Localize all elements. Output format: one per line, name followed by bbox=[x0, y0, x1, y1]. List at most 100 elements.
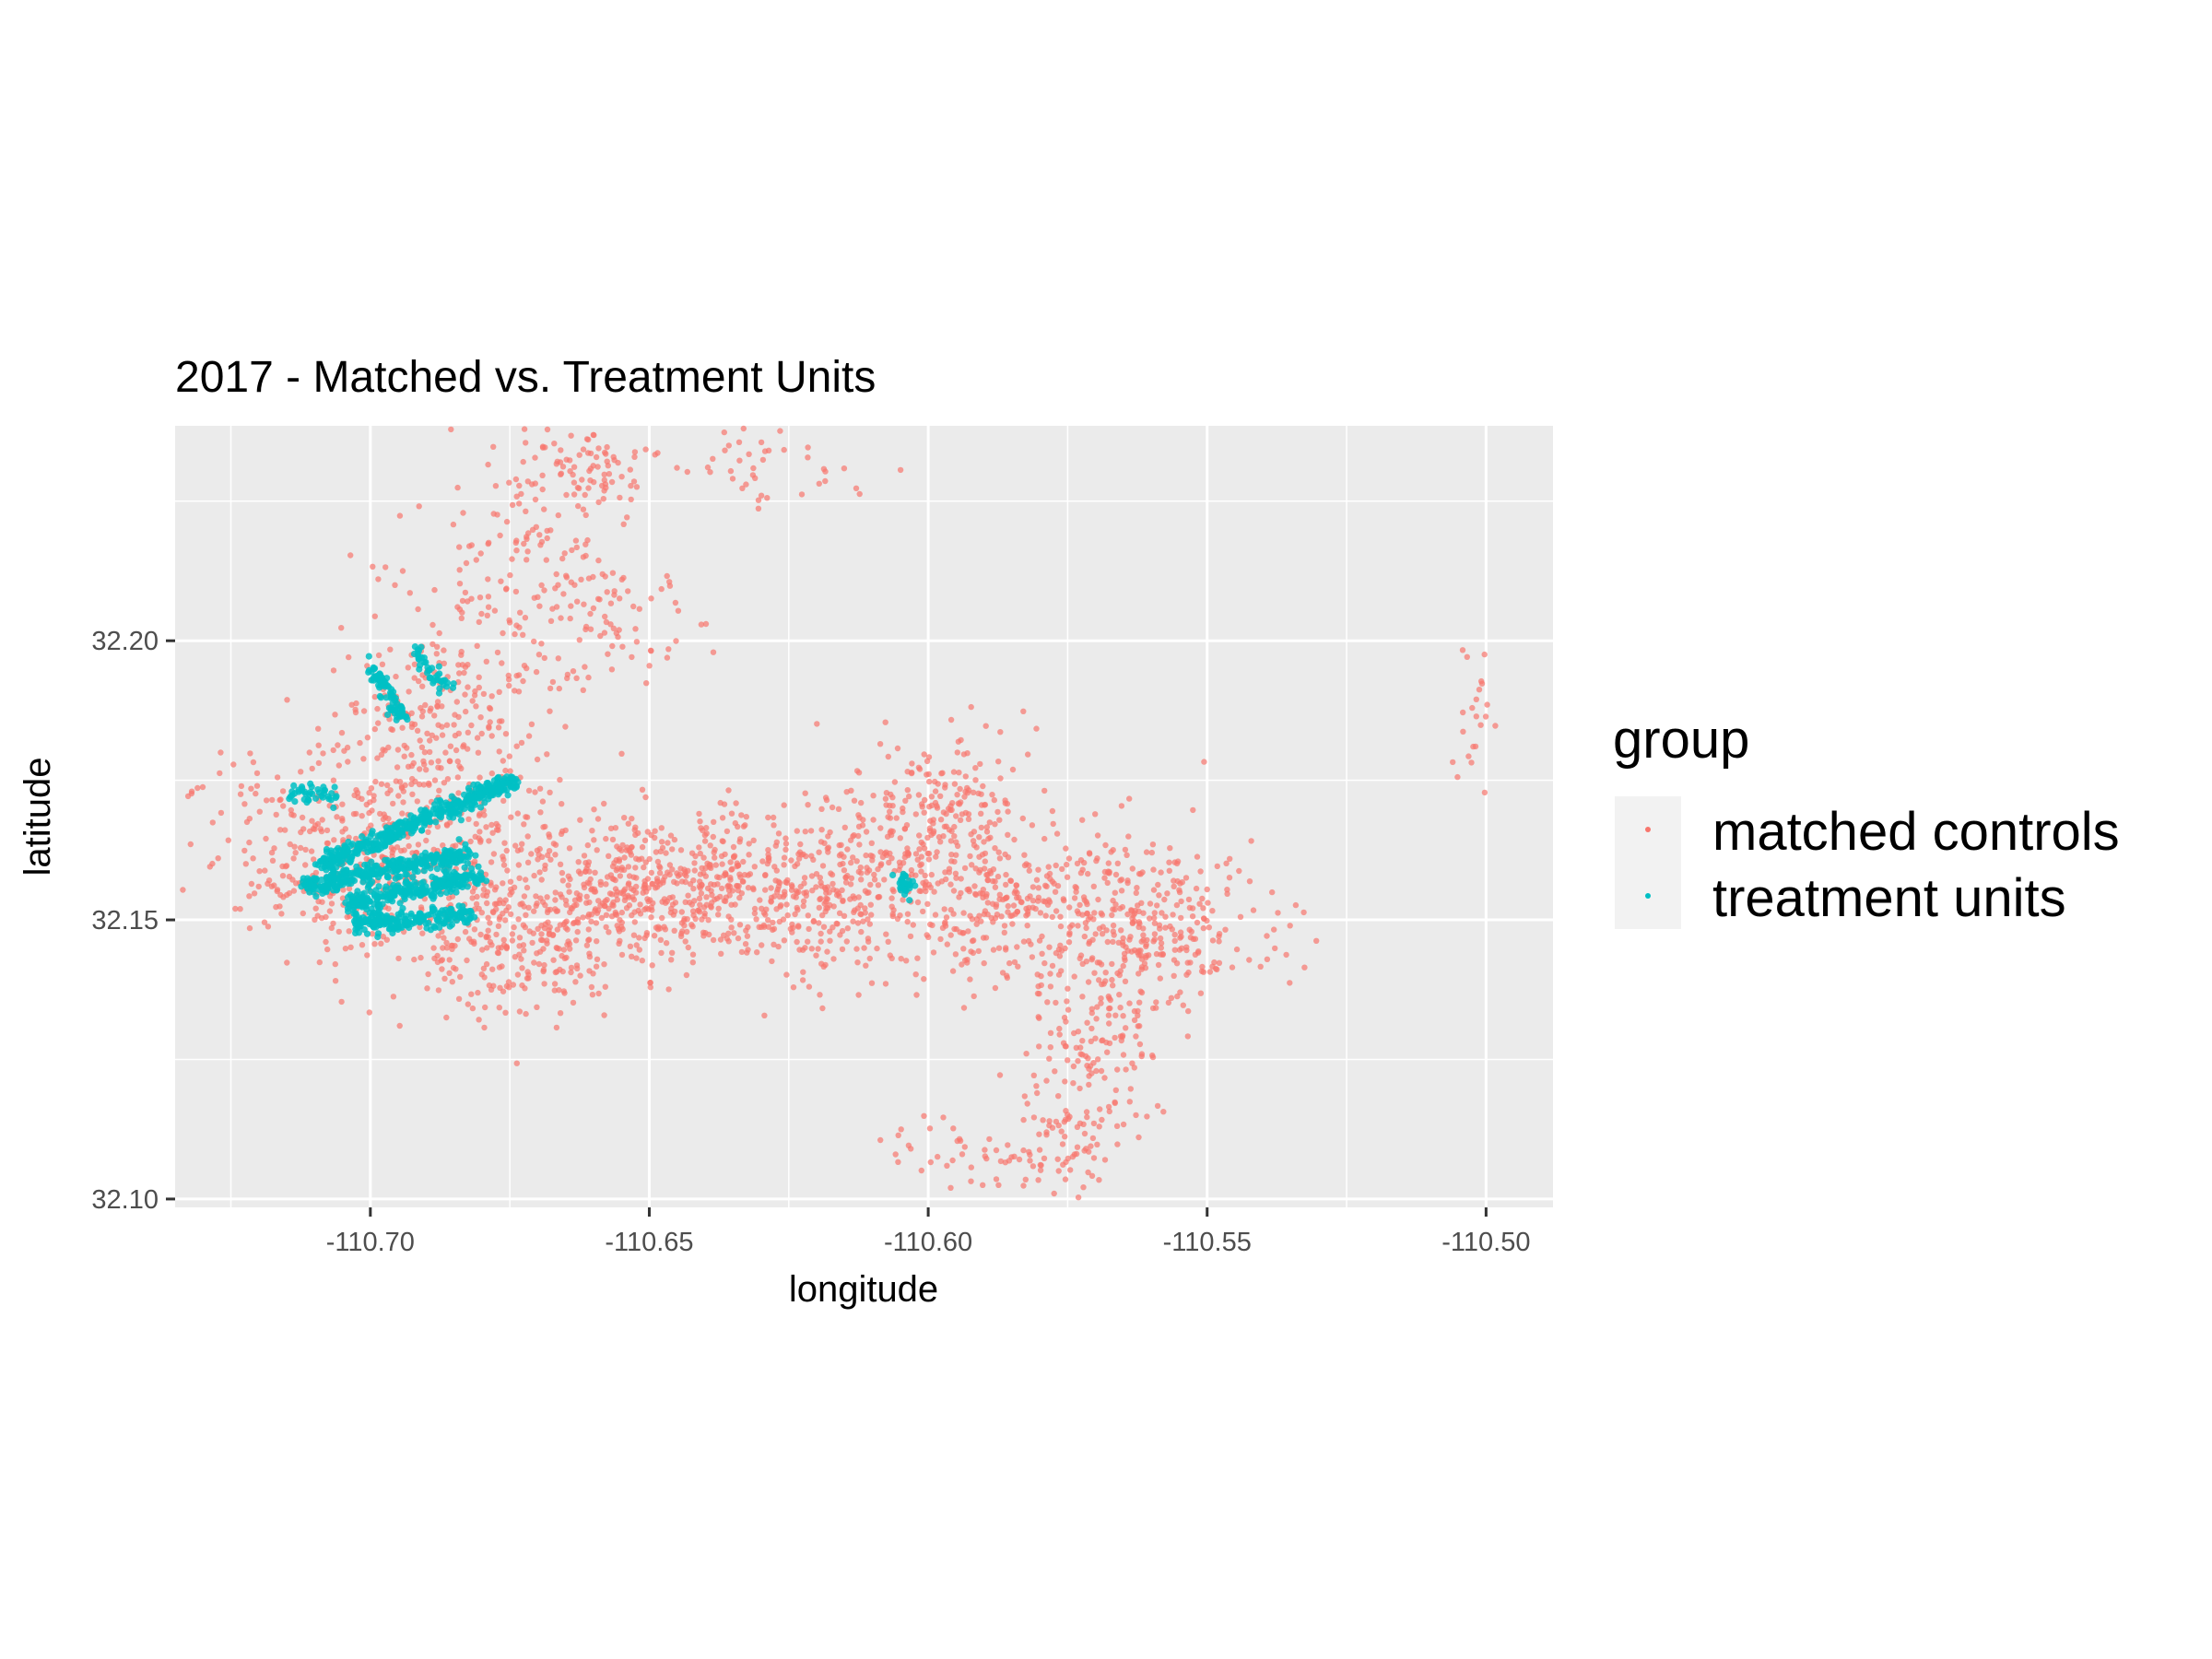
point-matched-control bbox=[567, 909, 573, 916]
point-matched-control bbox=[439, 732, 446, 738]
point-matched-control bbox=[591, 837, 597, 843]
point-matched-control bbox=[865, 867, 873, 874]
point-matched-control bbox=[1178, 914, 1184, 922]
point-matched-control bbox=[1036, 1131, 1042, 1137]
point-matched-control bbox=[959, 1151, 966, 1158]
point-matched-control bbox=[1020, 938, 1028, 945]
point-matched-control bbox=[1093, 1067, 1100, 1075]
point-matched-control bbox=[256, 808, 263, 815]
point-matched-control bbox=[1124, 852, 1130, 858]
point-matched-control bbox=[603, 835, 609, 842]
point-matched-control bbox=[822, 477, 829, 485]
point-matched-control bbox=[506, 753, 512, 759]
point-matched-control bbox=[937, 817, 945, 823]
point-matched-control bbox=[1027, 1158, 1033, 1164]
point-matched-control bbox=[553, 1024, 560, 1031]
point-matched-control bbox=[1043, 883, 1050, 889]
point-matched-control bbox=[874, 945, 880, 952]
point-matched-control bbox=[1120, 1013, 1126, 1019]
point-matched-control bbox=[1192, 935, 1199, 942]
point-matched-control bbox=[925, 850, 933, 857]
point-matched-control bbox=[612, 877, 618, 884]
point-matched-control bbox=[960, 946, 967, 952]
point-matched-control bbox=[1036, 1147, 1043, 1153]
point-matched-control bbox=[738, 812, 745, 818]
point-matched-control bbox=[594, 816, 602, 822]
point-matched-control bbox=[1178, 898, 1184, 905]
point-matched-control bbox=[552, 852, 559, 858]
point-matched-control bbox=[984, 900, 992, 906]
point-matched-control bbox=[782, 841, 790, 847]
point-matched-control bbox=[1062, 1134, 1068, 1140]
point-matched-control bbox=[806, 983, 813, 990]
point-matched-control bbox=[1143, 849, 1150, 855]
point-matched-control bbox=[700, 854, 707, 861]
point-matched-control bbox=[1131, 1017, 1138, 1024]
point-matched-control bbox=[960, 910, 967, 916]
point-matched-control bbox=[729, 865, 735, 872]
point-matched-control bbox=[1010, 902, 1018, 909]
point-matched-control bbox=[893, 815, 900, 821]
point-matched-control bbox=[758, 439, 765, 446]
point-matched-control bbox=[1030, 1072, 1038, 1079]
point-matched-control bbox=[1111, 932, 1117, 938]
point-matched-control bbox=[690, 886, 697, 892]
point-matched-control bbox=[559, 869, 566, 877]
point-matched-control bbox=[576, 637, 582, 643]
point-matched-control bbox=[324, 827, 331, 834]
point-treatment-unit bbox=[334, 884, 341, 891]
point-matched-control bbox=[752, 475, 759, 481]
point-matched-control bbox=[866, 955, 873, 962]
point-matched-control bbox=[862, 905, 868, 912]
point-matched-control bbox=[1062, 1116, 1069, 1124]
point-matched-control bbox=[950, 888, 958, 894]
point-matched-control bbox=[818, 806, 825, 812]
point-matched-control bbox=[536, 603, 543, 609]
point-matched-control bbox=[916, 888, 923, 894]
point-matched-control bbox=[608, 913, 616, 920]
point-matched-control bbox=[441, 647, 447, 653]
point-matched-control bbox=[480, 690, 488, 698]
point-matched-control bbox=[604, 874, 611, 880]
point-matched-control bbox=[479, 947, 486, 953]
point-matched-control bbox=[1125, 833, 1132, 840]
point-matched-control bbox=[982, 935, 990, 941]
point-matched-control bbox=[854, 920, 862, 926]
point-matched-control bbox=[1114, 1141, 1121, 1147]
point-matched-control bbox=[1127, 1086, 1135, 1092]
point-matched-control bbox=[1024, 923, 1030, 929]
point-matched-control bbox=[406, 590, 413, 596]
point-treatment-unit bbox=[437, 805, 444, 812]
point-matched-control bbox=[585, 485, 592, 491]
point-matched-control bbox=[581, 853, 588, 859]
point-matched-control bbox=[1275, 910, 1281, 916]
point-matched-control bbox=[907, 933, 914, 940]
point-matched-control bbox=[1264, 956, 1271, 963]
point-matched-control bbox=[375, 652, 382, 659]
point-matched-control bbox=[602, 898, 608, 904]
point-matched-control bbox=[1177, 929, 1184, 935]
point-matched-control bbox=[1150, 866, 1157, 873]
point-matched-control bbox=[423, 767, 429, 773]
point-matched-control bbox=[624, 844, 630, 851]
point-matched-control bbox=[552, 969, 559, 976]
point-matched-control bbox=[601, 902, 608, 910]
point-matched-control bbox=[538, 877, 545, 883]
point-matched-control bbox=[770, 919, 776, 926]
point-matched-control bbox=[525, 530, 532, 536]
point-matched-control bbox=[1020, 1147, 1027, 1154]
point-matched-control bbox=[889, 803, 896, 809]
point-matched-control bbox=[727, 467, 735, 475]
point-matched-control bbox=[1053, 908, 1060, 914]
point-matched-control bbox=[736, 922, 744, 928]
point-matched-control bbox=[499, 660, 505, 666]
point-matched-control bbox=[312, 822, 319, 829]
point-matched-control bbox=[345, 759, 351, 765]
point-matched-control bbox=[574, 928, 581, 935]
point-matched-control bbox=[1174, 993, 1181, 1000]
point-matched-control bbox=[395, 793, 402, 799]
point-matched-control bbox=[512, 630, 518, 638]
point-matched-control bbox=[1011, 836, 1018, 843]
point-treatment-unit bbox=[452, 851, 459, 858]
point-matched-control bbox=[514, 847, 522, 854]
